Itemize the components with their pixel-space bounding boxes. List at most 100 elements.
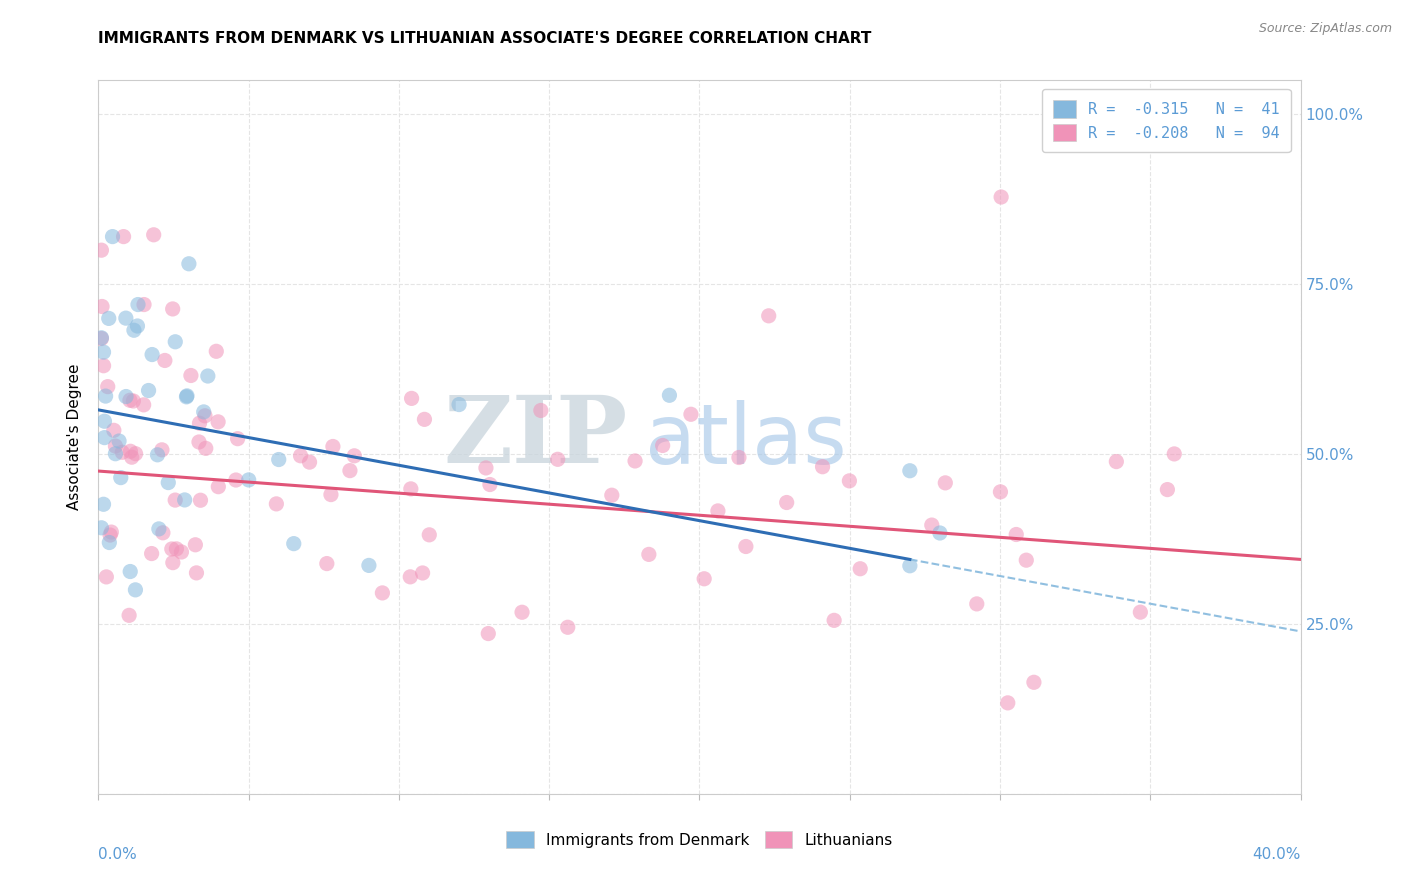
Point bbox=[475, 461, 498, 475]
Point bbox=[93, 345, 115, 359]
Point bbox=[98, 528, 121, 542]
Point bbox=[96, 570, 118, 584]
Point bbox=[1129, 605, 1152, 619]
Point bbox=[401, 392, 423, 406]
Point bbox=[838, 474, 860, 488]
Point bbox=[176, 390, 198, 404]
Point bbox=[104, 439, 127, 453]
Point bbox=[921, 518, 943, 533]
Point bbox=[1156, 483, 1178, 497]
Point bbox=[132, 297, 155, 311]
Point bbox=[186, 566, 208, 580]
Point bbox=[104, 447, 127, 461]
Point bbox=[651, 438, 673, 452]
Point bbox=[120, 565, 142, 579]
Point bbox=[412, 566, 434, 580]
Point bbox=[557, 620, 579, 634]
Point bbox=[120, 444, 142, 458]
Point bbox=[193, 405, 215, 419]
Point bbox=[162, 301, 184, 316]
Point bbox=[934, 475, 956, 490]
Point bbox=[115, 390, 138, 404]
Point bbox=[153, 353, 176, 368]
Point bbox=[170, 545, 193, 559]
Point bbox=[132, 398, 155, 412]
Point bbox=[118, 393, 141, 408]
Point bbox=[94, 389, 117, 403]
Point bbox=[110, 470, 132, 484]
Point bbox=[173, 492, 195, 507]
Point bbox=[413, 412, 436, 426]
Point bbox=[188, 416, 211, 430]
Point bbox=[111, 445, 134, 459]
Point bbox=[165, 493, 187, 508]
Point bbox=[127, 297, 149, 311]
Point bbox=[165, 334, 187, 349]
Point bbox=[90, 243, 112, 257]
Y-axis label: Associate's Degree: Associate's Degree bbox=[67, 364, 83, 510]
Point bbox=[90, 521, 112, 535]
Point bbox=[103, 423, 125, 437]
Point bbox=[112, 229, 135, 244]
Point bbox=[93, 431, 115, 445]
Point bbox=[322, 440, 344, 454]
Point bbox=[176, 389, 198, 403]
Point bbox=[165, 541, 187, 556]
Point bbox=[707, 504, 730, 518]
Point bbox=[734, 540, 756, 554]
Point bbox=[339, 464, 361, 478]
Point bbox=[966, 597, 988, 611]
Point bbox=[177, 257, 200, 271]
Point bbox=[1015, 553, 1038, 567]
Point bbox=[758, 309, 780, 323]
Legend: Immigrants from Denmark, Lithuanians: Immigrants from Denmark, Lithuanians bbox=[498, 822, 901, 857]
Point bbox=[207, 415, 229, 429]
Point bbox=[127, 318, 149, 333]
Point bbox=[142, 227, 165, 242]
Text: 40.0%: 40.0% bbox=[1253, 847, 1301, 863]
Text: 0.0%: 0.0% bbox=[98, 847, 138, 863]
Point bbox=[188, 434, 211, 449]
Point bbox=[477, 626, 499, 640]
Point bbox=[180, 368, 202, 383]
Point bbox=[823, 613, 845, 627]
Point bbox=[315, 557, 337, 571]
Point bbox=[90, 331, 112, 345]
Point bbox=[118, 608, 141, 623]
Point bbox=[124, 447, 146, 461]
Point bbox=[121, 450, 143, 465]
Point bbox=[152, 525, 174, 540]
Point bbox=[108, 434, 131, 448]
Point bbox=[124, 582, 146, 597]
Point bbox=[600, 488, 623, 502]
Point bbox=[194, 409, 217, 423]
Point bbox=[1105, 454, 1128, 468]
Point bbox=[100, 525, 122, 540]
Point bbox=[990, 484, 1012, 499]
Point bbox=[399, 482, 422, 496]
Point bbox=[207, 480, 229, 494]
Point bbox=[122, 394, 145, 409]
Point bbox=[1005, 527, 1028, 541]
Point bbox=[226, 432, 249, 446]
Point bbox=[399, 570, 422, 584]
Point bbox=[357, 558, 380, 573]
Point bbox=[141, 547, 163, 561]
Point bbox=[91, 300, 114, 314]
Point bbox=[160, 541, 183, 556]
Text: atlas: atlas bbox=[645, 401, 848, 481]
Point bbox=[728, 450, 751, 465]
Point bbox=[898, 558, 921, 573]
Point bbox=[205, 344, 228, 359]
Point bbox=[97, 379, 120, 393]
Point bbox=[929, 526, 952, 541]
Point bbox=[849, 562, 872, 576]
Point bbox=[238, 473, 260, 487]
Point bbox=[93, 359, 115, 373]
Point bbox=[418, 528, 440, 542]
Point bbox=[1022, 675, 1045, 690]
Point bbox=[530, 403, 553, 417]
Point bbox=[190, 493, 212, 508]
Point bbox=[266, 497, 288, 511]
Point bbox=[141, 347, 163, 361]
